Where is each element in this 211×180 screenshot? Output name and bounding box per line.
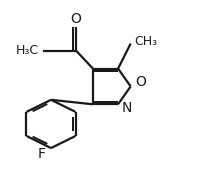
Text: H₃C: H₃C bbox=[16, 44, 39, 57]
Text: N: N bbox=[121, 100, 132, 114]
Text: CH₃: CH₃ bbox=[134, 35, 158, 48]
Text: O: O bbox=[135, 75, 146, 89]
Text: O: O bbox=[71, 12, 82, 26]
Text: F: F bbox=[38, 147, 46, 161]
